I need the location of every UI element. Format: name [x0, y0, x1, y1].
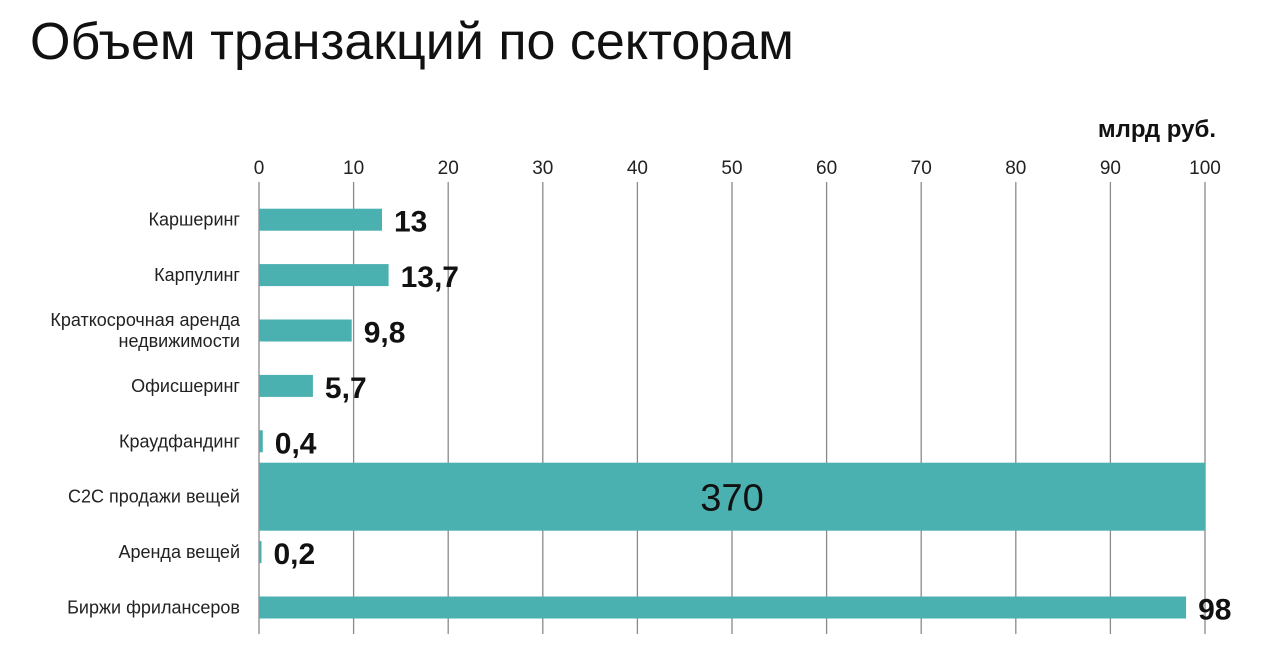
bar-value-label: 370	[700, 478, 763, 520]
bar	[259, 374, 313, 397]
bar	[259, 319, 352, 342]
x-tick-label: 30	[532, 158, 553, 179]
x-tick-label: 70	[911, 158, 932, 179]
bar-value-label: 13	[394, 206, 427, 239]
unit-label: млрд руб.	[1097, 116, 1216, 143]
bar	[259, 430, 263, 453]
x-tick-label: 40	[627, 158, 648, 179]
category-label: Краудфандинг	[119, 431, 240, 451]
bar-value-label: 0,4	[275, 427, 317, 460]
bar-value-label: 9,8	[364, 317, 406, 350]
category-label: Каршеринг	[148, 210, 240, 230]
x-tick-label: 50	[721, 158, 742, 179]
x-tick-label: 60	[816, 158, 837, 179]
category-label: Карпулинг	[154, 265, 240, 285]
category-label: C2C продажи вещей	[68, 487, 240, 507]
bar-value-label: 98	[1198, 594, 1231, 627]
category-label: Офисшеринг	[131, 376, 240, 396]
bar-value-label: 5,7	[325, 372, 367, 405]
bar	[259, 264, 389, 287]
category-label: Аренда вещей	[118, 542, 240, 562]
page-title: Объем транзакций по секторам	[30, 13, 794, 71]
category-label: Краткосрочная аренда недвижимости	[50, 310, 241, 351]
bar-value-label: 0,2	[274, 538, 316, 571]
category-label: Биржи фрилансеров	[67, 598, 240, 618]
x-tick-label: 10	[343, 158, 364, 179]
x-tick-label: 0	[254, 158, 265, 179]
x-tick-label: 100	[1189, 158, 1221, 179]
x-tick-label: 20	[438, 158, 459, 179]
x-tick-label: 90	[1100, 158, 1121, 179]
bar	[259, 208, 382, 231]
bar	[259, 541, 262, 564]
bar-value-label: 13,7	[401, 261, 459, 294]
bar	[259, 596, 1187, 619]
bar	[259, 462, 1205, 531]
x-tick-label: 80	[1005, 158, 1026, 179]
